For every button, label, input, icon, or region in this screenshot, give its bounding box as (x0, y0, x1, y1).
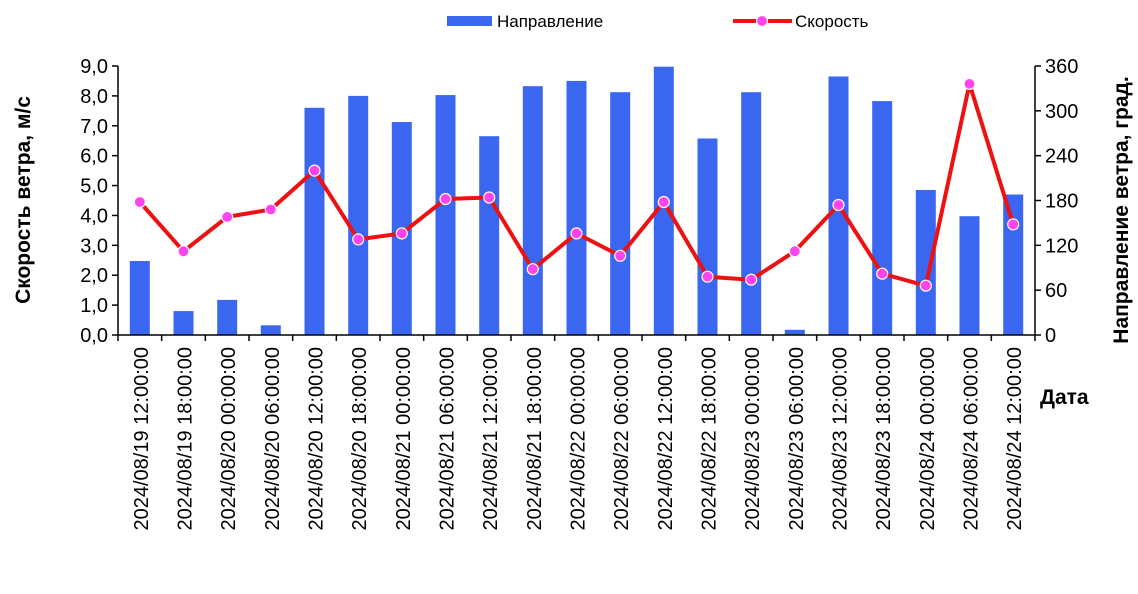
speed-point (439, 192, 452, 206)
right-tick-label: 360 (1045, 56, 1078, 78)
x-tick-label: 2024/08/19 12:00:00 (131, 347, 153, 531)
left-tick-label: 7,0 (80, 116, 108, 138)
bar-direction (741, 92, 762, 335)
left-tick-label: 6,0 (80, 146, 108, 168)
x-tick-label: 2024/08/24 00:00:00 (917, 347, 939, 531)
speed-point (1007, 218, 1020, 231)
bar-direction (129, 261, 150, 335)
x-axis-title: Дата (1040, 386, 1089, 409)
left-tick-label: 5,0 (80, 176, 108, 198)
x-tick-label: 2024/08/20 00:00:00 (218, 347, 240, 531)
x-tick-label: 2024/08/22 00:00:00 (568, 347, 590, 531)
axes: 0,0 1,0 2,0 3,0 4,0 5,0 6,0 7,0 8,0 9,0 0 60 120 180 2… (80, 56, 1078, 347)
speed-point (701, 270, 714, 283)
speed-point (570, 227, 583, 240)
legend: Направление Скорость (447, 12, 869, 31)
bar-direction (1003, 194, 1024, 335)
right-tick-label: 180 (1045, 191, 1078, 213)
speed-point (177, 245, 190, 258)
x-tick-label: 2024/08/20 12:00:00 (306, 347, 328, 531)
legend-label-speed: Скорость (795, 12, 869, 31)
speed-point (264, 203, 277, 216)
x-tick-label: 2024/08/21 18:00:00 (524, 347, 546, 531)
x-tick-label: 2024/08/19 18:00:00 (175, 347, 197, 531)
x-tick-label: 2024/08/21 00:00:00 (393, 347, 415, 531)
speed-point (133, 195, 146, 209)
speed-point (657, 195, 670, 209)
speed-point (352, 233, 365, 246)
speed-point (832, 198, 845, 212)
bar-direction (566, 80, 587, 336)
bar-direction (915, 190, 936, 335)
x-tick-labels: 2024/08/19 12:00:00 2024/08/19 18:00:00 20… (131, 347, 1026, 531)
left-tick-label: 9,0 (80, 56, 108, 78)
speed-point (526, 263, 539, 276)
x-tick-label: 2024/08/24 06:00:00 (961, 347, 983, 531)
left-tick-label: 4,0 (80, 205, 108, 227)
bar-direction (173, 311, 194, 335)
bar-direction (784, 329, 805, 335)
x-tick-label: 2024/08/23 12:00:00 (830, 347, 852, 531)
left-tick-label: 2,0 (80, 265, 108, 287)
right-tick-label: 120 (1045, 235, 1078, 257)
x-tick-label: 2024/08/24 12:00:00 (1004, 347, 1026, 531)
bar-direction (479, 136, 500, 335)
left-tick-label: 8,0 (80, 86, 108, 108)
bar-direction (217, 299, 238, 335)
speed-point (919, 279, 932, 292)
speed-point (483, 191, 496, 204)
x-tick-label: 2024/08/20 18:00:00 (349, 347, 371, 531)
line-speed (133, 77, 1020, 292)
bar-direction (610, 92, 631, 335)
right-tick-label: 60 (1045, 280, 1067, 302)
x-tick-label: 2024/08/23 06:00:00 (786, 347, 808, 531)
legend-swatch-direction (447, 16, 492, 26)
bar-direction (522, 86, 543, 335)
bar-direction (304, 107, 325, 335)
left-axis-title: Скорость ветра, м/с (12, 96, 35, 304)
speed-point (788, 245, 801, 258)
x-tick-label: 2024/08/22 06:00:00 (611, 347, 633, 531)
speed-point (745, 273, 758, 286)
speed-point (308, 164, 321, 177)
legend-label-direction: Направление (497, 12, 603, 31)
left-tick-label: 3,0 (80, 235, 108, 257)
x-tick-label: 2024/08/23 00:00:00 (742, 347, 764, 531)
speed-point (963, 77, 976, 91)
bar-direction (959, 216, 980, 335)
speed-point (221, 210, 234, 223)
bar-direction (697, 138, 718, 335)
right-axis-title: Направление ветра, град. (1110, 76, 1133, 343)
x-tick-label: 2024/08/20 06:00:00 (262, 347, 284, 531)
right-tick-label: 300 (1045, 101, 1078, 123)
x-tick-label: 2024/08/22 18:00:00 (699, 347, 721, 531)
left-tick-label: 1,0 (80, 295, 108, 317)
bar-direction (348, 95, 369, 336)
x-tick-label: 2024/08/21 12:00:00 (480, 347, 502, 531)
bars-direction (129, 66, 1024, 336)
speed-point (395, 227, 408, 240)
right-tick-label: 240 (1045, 146, 1078, 168)
left-tick-label: 0,0 (80, 325, 108, 347)
bar-direction (260, 325, 281, 335)
x-tick-label: 2024/08/23 18:00:00 (873, 347, 895, 531)
legend-swatch-speed-marker (755, 14, 769, 28)
speed-point (876, 267, 889, 280)
speed-point (614, 249, 627, 262)
x-tick-label: 2024/08/22 12:00:00 (655, 347, 677, 531)
right-tick-label: 0 (1045, 325, 1056, 347)
x-tick-label: 2024/08/21 06:00:00 (437, 347, 459, 531)
bar-direction (872, 101, 893, 335)
bar-direction (435, 95, 456, 335)
